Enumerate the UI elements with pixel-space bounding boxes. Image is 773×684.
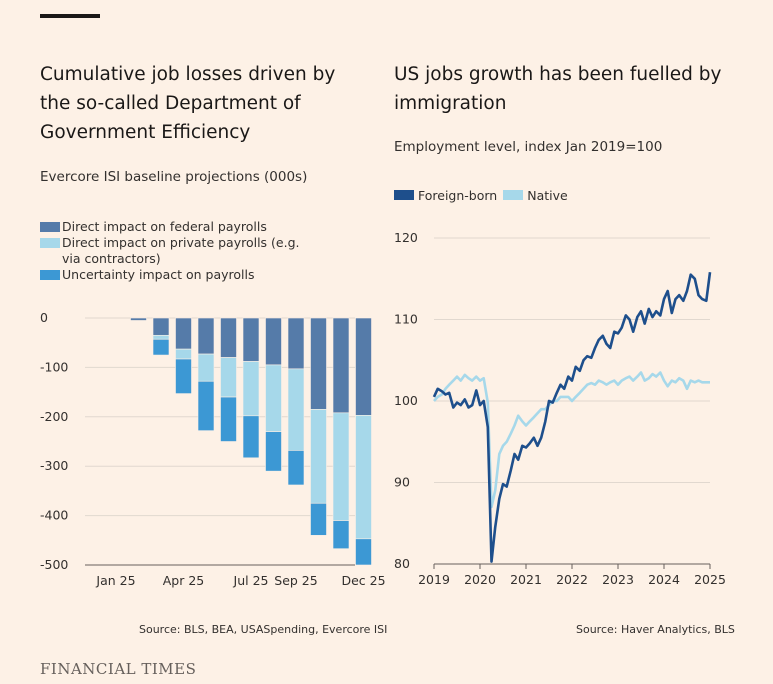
bar-segment xyxy=(287,317,305,370)
y-tick-label: -400 xyxy=(40,508,68,523)
left-chart-subtitle: Evercore ISI baseline projections (000s) xyxy=(40,169,308,185)
y-tick-label: -200 xyxy=(40,409,68,424)
legend-item-private: Direct impact on private payrolls (e.g. … xyxy=(40,235,320,267)
legend-label-native: Native xyxy=(527,188,568,203)
left-bar-chart: 0 -100 -200 -300 -400 -500 Jan 25 Apr 25 Jul 25 S… xyxy=(40,310,386,588)
bar-segment xyxy=(175,358,192,394)
series-line-native xyxy=(433,371,710,509)
bar-segment xyxy=(310,317,327,410)
bar-segment xyxy=(197,317,215,355)
bar-segment xyxy=(130,317,147,321)
bar-segment xyxy=(175,317,192,350)
legend-item-native: Native xyxy=(503,188,568,203)
bar-segment xyxy=(152,317,170,336)
bar-segment xyxy=(310,502,327,536)
left-chart-source: Source: BLS, BEA, USASpending, Evercore … xyxy=(139,623,388,636)
legend-item-uncertainty: Uncertainty impact on payrolls xyxy=(40,267,320,283)
y-tick-label: 80 xyxy=(394,556,410,571)
x-tick-label: Sep 25 xyxy=(274,573,317,588)
ft-top-rule xyxy=(40,14,100,18)
x-tick-label: Jan 25 xyxy=(95,573,135,588)
x-tick-label: 2021 xyxy=(510,572,542,587)
y-tick-label: 90 xyxy=(394,475,410,490)
bar-segment xyxy=(242,361,260,417)
legend-label-foreign-born: Foreign-born xyxy=(418,188,498,203)
left-chart-title: Cumulative job losses driven by the so-c… xyxy=(40,64,336,143)
legend-label-federal: Direct impact on federal payrolls xyxy=(62,219,267,234)
right-line-chart: 80 90 100 110 120 2019 2020 2021 2022 2023 2024 202… xyxy=(394,230,726,587)
x-tick-label: 2019 xyxy=(418,572,450,587)
y-tick-label: 120 xyxy=(394,230,418,245)
legend-swatch-native xyxy=(503,190,524,200)
bar-segment xyxy=(197,380,215,431)
bar-segment xyxy=(265,317,282,366)
series-line-foreign-born xyxy=(432,272,712,563)
x-tick-label: Dec 25 xyxy=(341,573,385,588)
y-tick-label: -500 xyxy=(40,557,68,572)
bar-segment xyxy=(265,364,282,432)
right-chart-legend: Foreign-born Native xyxy=(394,188,568,203)
bar-segment xyxy=(355,415,372,540)
x-tick-label: 2022 xyxy=(556,572,588,587)
bar-segment xyxy=(152,338,170,356)
ft-logo: FINANCIAL TIMES xyxy=(40,660,197,678)
bar-segment xyxy=(152,334,170,340)
left-chart-legend: Direct impact on federal payrolls Direct… xyxy=(40,219,320,283)
legend-label-uncertainty: Uncertainty impact on payrolls xyxy=(62,267,255,282)
x-tick-label: Apr 25 xyxy=(163,573,205,588)
bar-segment xyxy=(332,520,350,549)
legend-swatch-private xyxy=(40,238,60,248)
bar-segment xyxy=(332,317,350,414)
legend-item-foreign-born: Foreign-born xyxy=(394,188,497,203)
right-chart-source: Source: Haver Analytics, BLS xyxy=(576,623,735,636)
x-tick-label: 2023 xyxy=(602,572,634,587)
right-chart-subtitle: Employment level, index Jan 2019=100 xyxy=(394,139,663,155)
bar-segment xyxy=(242,317,260,362)
bar-segment xyxy=(287,368,305,451)
bar-segment xyxy=(310,409,327,504)
x-tick-label: 2024 xyxy=(648,572,680,587)
x-tick-label: 2025 xyxy=(694,572,726,587)
y-tick-label: 110 xyxy=(394,312,418,327)
bar-segment xyxy=(287,450,305,486)
y-tick-label: 0 xyxy=(40,310,48,325)
legend-item-federal: Direct impact on federal payrolls xyxy=(40,219,320,235)
bar-segment xyxy=(220,357,237,398)
bar-segment xyxy=(355,538,372,566)
bar-segment xyxy=(332,412,350,521)
bar-segment xyxy=(355,317,372,416)
legend-swatch-federal xyxy=(40,222,60,232)
x-tick-label: Jul 25 xyxy=(233,573,269,588)
x-tick-label: 2020 xyxy=(464,572,496,587)
bar-segment xyxy=(265,431,282,472)
right-chart-title: US jobs growth has been fuelled by immig… xyxy=(394,64,722,114)
bar-segment xyxy=(220,317,237,358)
bar-segment xyxy=(175,348,192,360)
legend-swatch-uncertainty xyxy=(40,270,60,280)
y-tick-label: 100 xyxy=(394,393,418,408)
legend-swatch-foreign-born xyxy=(394,190,414,200)
legend-label-private: Direct impact on private payrolls (e.g. … xyxy=(62,235,300,266)
y-tick-label: -300 xyxy=(40,458,68,473)
y-tick-label: -100 xyxy=(40,359,68,374)
bar-segment xyxy=(197,353,215,382)
bar-segment xyxy=(242,415,260,459)
bar-segment xyxy=(220,396,237,442)
